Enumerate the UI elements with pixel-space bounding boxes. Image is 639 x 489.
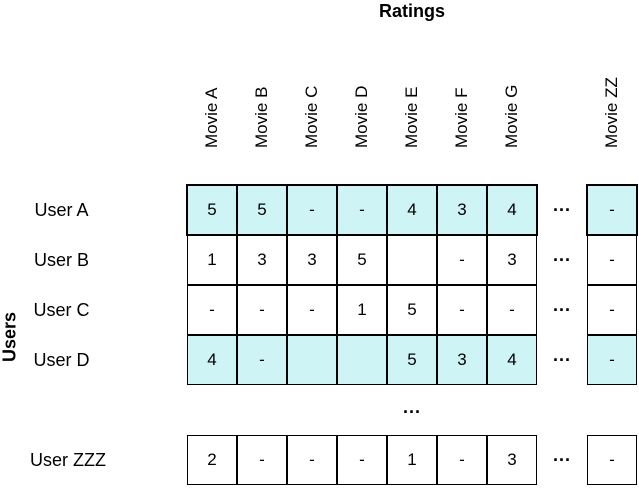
rating-cell: 3 (487, 235, 537, 285)
rating-cell: - (237, 335, 287, 385)
rating-cell: 3 (437, 185, 487, 235)
rating-cell: - (187, 285, 237, 335)
rating-cell: - (287, 285, 337, 335)
rating-cell: 5 (387, 335, 437, 385)
row-ellipsis: ... (552, 245, 571, 265)
row-ellipsis: ... (552, 195, 571, 215)
row-label: User D (33, 350, 90, 370)
column-header-label: Movie C (302, 85, 321, 148)
rating-cell (387, 235, 437, 285)
rating-cell: 4 (187, 335, 237, 385)
rating-cell: 5 (237, 185, 287, 235)
rating-cell: 3 (287, 235, 337, 285)
row-ellipsis: ... (552, 345, 571, 365)
column-header-label: Movie B (252, 86, 271, 148)
column-header-label: Movie G (502, 84, 521, 148)
rating-cell: 4 (487, 185, 537, 235)
ratings-title: Ratings (378, 1, 445, 21)
rating-cell: - (287, 435, 337, 485)
rating-cell-last: - (587, 285, 637, 335)
row-label: User ZZZ (30, 450, 106, 470)
rating-cell: - (437, 285, 487, 335)
rating-cell: - (437, 235, 487, 285)
rating-cell: 4 (387, 185, 437, 235)
rating-cell: - (337, 435, 387, 485)
rating-cell: 3 (237, 235, 287, 285)
column-header-label: Movie D (352, 85, 371, 148)
row-label: User C (33, 300, 90, 320)
column-header-label: Movie E (402, 86, 421, 148)
rating-cell: - (437, 435, 487, 485)
row-ellipsis: ... (552, 445, 571, 465)
rating-cell: 1 (387, 435, 437, 485)
rows-ellipsis: ... (402, 397, 421, 417)
row-ellipsis: ... (552, 295, 571, 315)
column-header-label: Movie ZZ (602, 77, 621, 148)
rating-cell: - (287, 185, 337, 235)
rating-cell: 3 (437, 335, 487, 385)
rating-cell (287, 335, 337, 385)
rating-cell-last: - (587, 435, 637, 485)
row-label: User A (34, 200, 89, 220)
rating-cell-last: - (587, 185, 637, 235)
column-header-label: Movie F (452, 87, 471, 148)
rating-cell: 1 (337, 285, 387, 335)
rating-cell: 5 (187, 185, 237, 235)
rating-cell: - (237, 285, 287, 335)
rating-cell: 5 (337, 235, 387, 285)
rating-cell: 2 (187, 435, 237, 485)
rating-cell-last: - (587, 335, 637, 385)
rating-cell: 4 (487, 335, 537, 385)
rating-cell: - (237, 435, 287, 485)
rating-cell: 5 (387, 285, 437, 335)
rating-cell: - (487, 285, 537, 335)
row-label: User B (33, 250, 89, 270)
rating-cell: - (337, 185, 387, 235)
rating-cell: 3 (487, 435, 537, 485)
rating-cell-last: - (587, 235, 637, 285)
column-header-label: Movie A (202, 87, 221, 148)
rating-cell: 1 (187, 235, 237, 285)
rating-cell (337, 335, 387, 385)
